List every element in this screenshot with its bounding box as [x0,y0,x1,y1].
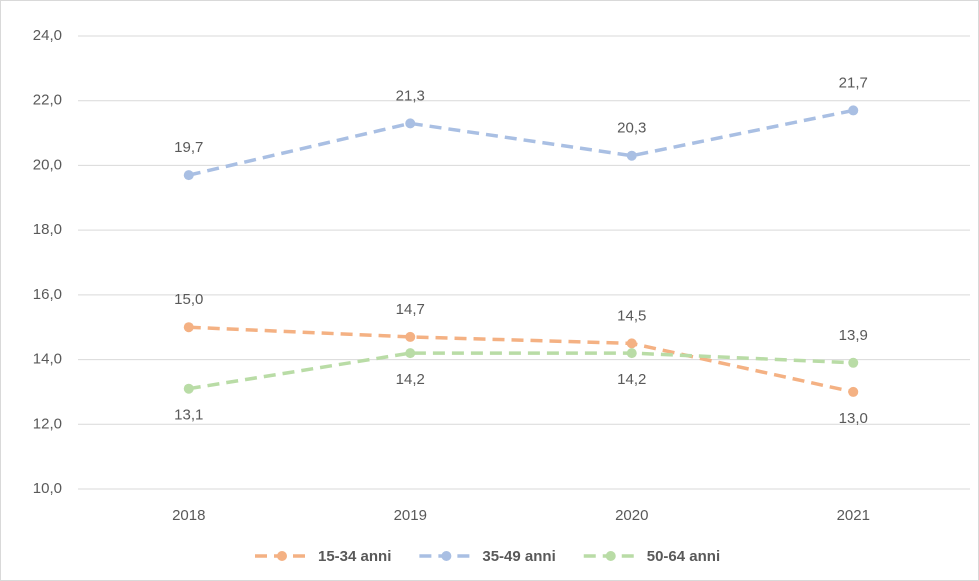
data-label: 14,2 [396,371,425,388]
data-point [626,150,637,161]
y-tick-label: 22,0 [33,92,62,109]
data-label: 14,5 [617,307,646,324]
y-tick-label: 20,0 [33,156,62,173]
data-label: 14,2 [617,371,646,388]
series-line [188,351,854,391]
data-point [183,170,194,181]
data-point [848,357,859,368]
legend-marker [277,551,287,561]
y-tick-label: 24,0 [33,27,62,44]
x-tick-label: 2019 [394,507,427,524]
data-label: 14,7 [396,301,425,318]
y-tick-label: 16,0 [33,286,62,303]
y-tick-label: 10,0 [33,480,62,497]
data-label: 21,3 [396,87,425,104]
data-label: 13,1 [174,407,203,424]
data-label: 20,3 [617,120,646,137]
legend-label: 15-34 anni [318,548,391,565]
y-tick-label: 12,0 [33,415,62,432]
data-label: 21,7 [839,74,868,91]
x-tick-label: 2021 [837,507,870,524]
data-point [405,118,416,129]
legend-label: 50-64 anni [647,548,720,565]
y-tick-label: 14,0 [33,351,62,368]
legend-marker [441,551,452,561]
legend-label: 35-49 anni [482,548,555,565]
series-line [188,325,854,394]
legend-marker [605,551,616,561]
x-tick-label: 2020 [615,507,648,524]
data-label: 13,9 [839,327,868,344]
y-tick-label: 18,0 [33,221,62,238]
data-point [626,338,637,349]
data-label: 13,0 [839,410,868,427]
data-point [848,386,859,397]
data-point [626,348,637,359]
data-point [405,331,416,342]
data-point [405,348,416,359]
data-point [183,383,194,394]
data-label: 19,7 [174,139,203,156]
x-tick-label: 2018 [172,507,205,524]
data-point [848,105,859,116]
data-point [183,322,194,333]
data-label: 15,0 [174,291,203,308]
